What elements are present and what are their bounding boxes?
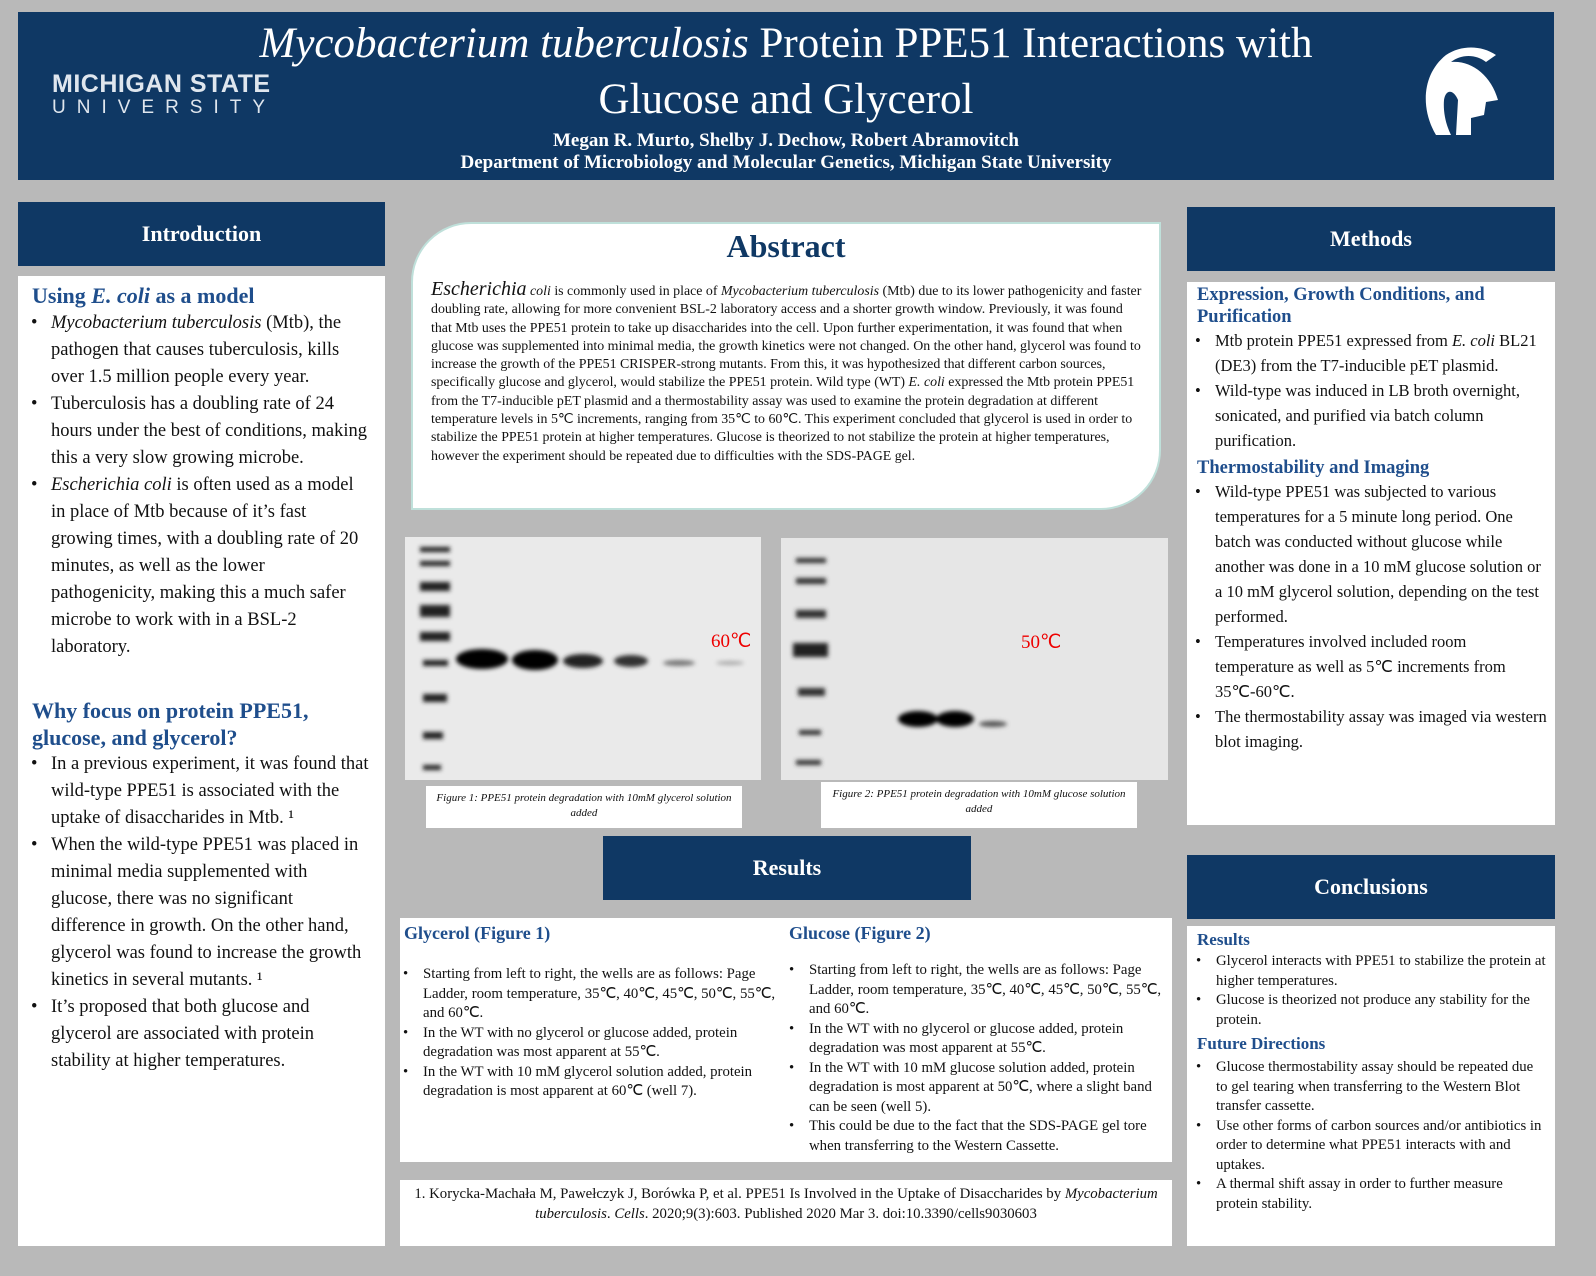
results-panel: Glycerol (Figure 1) Starting from left t…	[400, 918, 1172, 1162]
methods-subheading-2: Thermostability and Imaging	[1197, 458, 1430, 478]
intro-subheading-2: Why focus on protein PPE51, glucose, and…	[32, 698, 309, 750]
introduction-heading: Introduction	[18, 202, 385, 266]
list-item: Starting from left to right, the wells a…	[403, 965, 776, 1024]
intro-subheading-1: Using E. coli as a model	[32, 283, 255, 308]
conclusions-subheading-results: Results	[1197, 930, 1250, 949]
list-item: Wild-type PPE51 was subjected to various…	[1195, 479, 1547, 629]
list-item: In the WT with 10 mM glycerol solution a…	[403, 1063, 776, 1102]
figure-2-caption: Figure 2: PPE51 protein degradation with…	[821, 782, 1137, 828]
list-item: Mtb protein PPE51 expressed from E. coli…	[1195, 328, 1547, 378]
list-item: Wild-type was induced in LB broth overni…	[1195, 378, 1547, 453]
figure-1-caption: Figure 1: PPE51 protein degradation with…	[426, 786, 742, 828]
conclusions-heading: Conclusions	[1187, 855, 1555, 919]
list-item: This could be due to the fact that the S…	[789, 1117, 1169, 1156]
glucose-results: Glucose (Figure 2) Starting from left to…	[789, 922, 1169, 1156]
conclusions-panel: Results Glycerol interacts with PPE51 to…	[1187, 926, 1555, 1246]
list-item: Tuberculosis has a doubling rate of 24 h…	[31, 391, 371, 472]
glycerol-heading: Glycerol (Figure 1)	[404, 923, 551, 943]
list-item: In the WT with 10 mM glucose solution ad…	[789, 1059, 1169, 1118]
author-names: Megan R. Murto, Shelby J. Dechow, Robert…	[552, 130, 1019, 151]
figure-1-temperature-label: 60℃	[711, 631, 752, 652]
spartan-helmet-icon	[1425, 47, 1498, 135]
figure-2-temperature-label: 50℃	[1021, 632, 1062, 653]
results-heading: Results	[603, 836, 971, 900]
list-item: In a previous experiment, it was found t…	[31, 751, 371, 832]
figure-1-gel-image: 60℃	[405, 537, 761, 780]
introduction-panel: Using E. coli as a model Mycobacterium t…	[18, 276, 385, 1246]
reference: 1. Korycka-Machała M, Pawełczyk J, Borów…	[400, 1180, 1172, 1246]
list-item: In the WT with no glycerol or glucose ad…	[789, 1020, 1169, 1059]
authors: Megan R. Murto, Shelby J. Dechow, Robert…	[460, 130, 1111, 174]
abstract-box: Abstract Escherichia coli is commonly us…	[411, 222, 1161, 510]
list-item: When the wild-type PPE51 was placed in m…	[31, 832, 371, 994]
figure-2-gel-image: 50℃	[781, 538, 1168, 780]
msu-logo: MICHIGAN STATE UNIVERSITY	[52, 70, 277, 118]
title-italic: Mycobacterium tuberculosis	[259, 20, 749, 67]
list-item: It’s proposed that both glucose and glyc…	[31, 994, 371, 1075]
list-item: Starting from left to right, the wells a…	[789, 961, 1169, 1020]
title-rest: Protein PPE51 Interactions with Glucose …	[598, 20, 1313, 123]
methods-subheading-1: Expression, Growth Conditions, and Purif…	[1197, 285, 1485, 327]
methods-panel: Expression, Growth Conditions, and Purif…	[1187, 282, 1555, 825]
list-item: Use other forms of carbon sources and/or…	[1196, 1117, 1547, 1176]
list-item: Glucose is theorized not produce any sta…	[1196, 991, 1547, 1030]
header-text: Mycobacterium tuberculosis Protein PPE51…	[188, 16, 1384, 176]
conclusions-subheading-future: Future Directions	[1197, 1034, 1326, 1053]
methods-heading: Methods	[1187, 207, 1555, 271]
abstract-text: Escherichia coli is commonly used in pla…	[431, 278, 1142, 464]
list-item: Temperatures involved included room temp…	[1195, 629, 1547, 704]
poster-header: MICHIGAN STATE UNIVERSITY Mycobacterium …	[18, 12, 1554, 180]
list-item: Escherichia coli is often used as a mode…	[31, 472, 371, 661]
gel-bands	[793, 558, 1007, 765]
gel-bands	[420, 547, 744, 770]
glycerol-results: Glycerol (Figure 1) Starting from left t…	[403, 922, 776, 1102]
list-item: In the WT with no glycerol or glucose ad…	[403, 1024, 776, 1063]
poster-title: Mycobacterium tuberculosis Protein PPE51…	[188, 16, 1384, 128]
affiliation: Department of Microbiology and Molecular…	[460, 152, 1112, 173]
list-item: A thermal shift assay in order to furthe…	[1196, 1175, 1547, 1214]
list-item: Glucose thermostability assay should be …	[1196, 1058, 1547, 1117]
glucose-heading: Glucose (Figure 2)	[789, 923, 931, 943]
list-item: Glycerol interacts with PPE51 to stabili…	[1196, 952, 1547, 991]
list-item: Mycobacterium tuberculosis (Mtb), the pa…	[31, 310, 371, 391]
list-item: The thermostability assay was imaged via…	[1195, 704, 1547, 754]
abstract-heading: Abstract	[726, 228, 846, 264]
